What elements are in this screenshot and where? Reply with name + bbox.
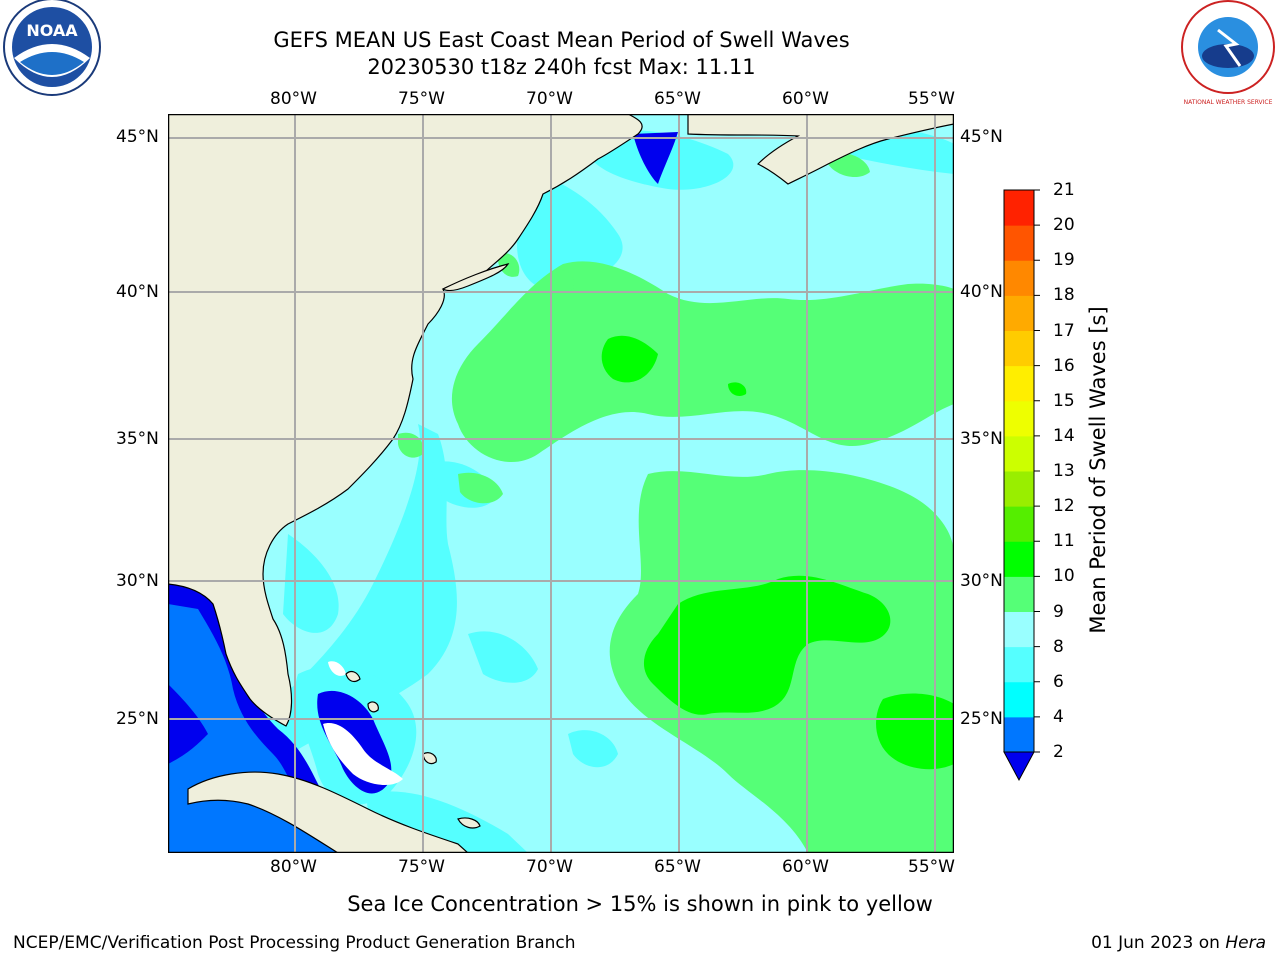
- graticule: [168, 114, 954, 853]
- lat-label-right-45n: 45°N: [960, 127, 1003, 147]
- colorbar-tick-label: 13: [1053, 461, 1075, 481]
- lon-label-bottom-55w: 55°W: [908, 857, 955, 877]
- lon-label-bottom-65w: 65°W: [654, 857, 701, 877]
- colorbar-tick-label: 8: [1053, 636, 1064, 657]
- nws-logo: NATIONAL WEATHER SERVICE: [1181, 0, 1275, 106]
- lat-label-left-25n: 25°N: [116, 709, 159, 729]
- colorbar-under-triangle: [1003, 751, 1035, 782]
- colorbar-tick-label: 20: [1053, 215, 1075, 236]
- colorbar-tick-label: 11: [1053, 531, 1075, 552]
- colorbar-segment: [1004, 716, 1034, 753]
- colorbar-segment: [1004, 365, 1034, 402]
- colorbar-tick-label: 6: [1053, 671, 1064, 692]
- sea-ice-note: Sea Ice Concentration > 15% is shown in …: [347, 892, 933, 916]
- colorbar-segment: [1004, 646, 1034, 683]
- lon-label-bottom-75w: 75°W: [398, 857, 445, 877]
- colorbar-segment: [1004, 681, 1034, 718]
- colorbar-tick-label: 19: [1053, 250, 1075, 271]
- colorbar-segment: [1004, 400, 1034, 437]
- lon-label-top-55w: 55°W: [908, 89, 955, 109]
- lon-label-top-80w: 80°W: [270, 89, 317, 109]
- colorbar-tick-label: 15: [1053, 390, 1075, 411]
- colorbar-segment: [1004, 576, 1034, 612]
- date-stamp: 01 Jun 2023 on Hera: [1091, 933, 1266, 953]
- colorbar-tick-label: 2: [1053, 742, 1064, 762]
- lat-label-left-40n: 40°N: [116, 282, 159, 302]
- no-data-areas: [323, 661, 403, 786]
- colorbar-segment: [1004, 611, 1034, 648]
- lon-label-top-70w: 70°W: [526, 89, 573, 109]
- colorbar-tick-label: 9: [1053, 601, 1064, 622]
- colorbar-segments: [1003, 189, 1040, 782]
- colorbar-segment: [1004, 330, 1034, 367]
- map-title: GEFS MEAN US East Coast Mean Period of S…: [273, 28, 850, 52]
- lon-label-bottom-80w: 80°W: [270, 857, 317, 877]
- lon-label-bottom-70w: 70°W: [526, 857, 573, 877]
- colorbar-segment: [1004, 295, 1034, 331]
- map-frame: [168, 114, 954, 853]
- lon-label-bottom-60w: 60°W: [782, 857, 829, 877]
- lat-label-right-30n: 30°N: [960, 571, 1003, 591]
- lon-label-top-65w: 65°W: [654, 89, 701, 109]
- colorbar-segment: [1004, 541, 1034, 577]
- colorbar-segment: [1004, 190, 1034, 226]
- machine-name: Hera: [1225, 933, 1266, 953]
- date-text: 01 Jun 2023 on: [1091, 933, 1226, 953]
- lat-label-left-30n: 30°N: [116, 571, 159, 591]
- land: [168, 114, 954, 853]
- colorbar-segment: [1004, 435, 1034, 472]
- colorbar-segment: [1004, 471, 1034, 507]
- colorbar-segment: [1004, 260, 1034, 296]
- lon-label-top-75w: 75°W: [398, 89, 445, 109]
- map-subtitle: 20230530 t18z 240h fcst Max: 11.11: [367, 55, 756, 79]
- lat-label-right-35n: 35°N: [960, 429, 1003, 449]
- colorbar-tick-label: 16: [1053, 355, 1075, 376]
- lat-label-right-40n: 40°N: [960, 282, 1003, 302]
- colorbar-label: Mean Period of Swell Waves [s]: [1086, 306, 1110, 634]
- lon-label-top-60w: 60°W: [782, 89, 829, 109]
- map-area: [168, 114, 954, 853]
- lat-label-left-45n: 45°N: [116, 127, 159, 147]
- noaa-logo: NOAA: [3, 0, 101, 96]
- colorbar-segment: [1004, 506, 1034, 542]
- lat-label-right-25n: 25°N: [960, 709, 1003, 729]
- colorbar-tick-label: 21: [1053, 180, 1075, 200]
- colorbar-tick-label: 18: [1053, 285, 1075, 306]
- credit-text: NCEP/EMC/Verification Post Processing Pr…: [13, 933, 576, 953]
- logos: NOAA NATIONAL WEATHER SERVICE: [3, 0, 1275, 106]
- colorbar-tick-label: 12: [1053, 496, 1075, 517]
- colorbar-tick-label: 4: [1053, 706, 1064, 727]
- colorbar-segment: [1004, 225, 1034, 261]
- colorbar-tick-label: 10: [1053, 566, 1075, 587]
- noaa-logo-text: NOAA: [26, 21, 78, 40]
- colorbar-tick-label: 14: [1053, 425, 1075, 446]
- nws-logo-text: NATIONAL WEATHER SERVICE: [1184, 99, 1273, 106]
- lat-label-left-35n: 35°N: [116, 429, 159, 449]
- colorbar: [1003, 189, 1040, 782]
- colorbar-tick-label: 17: [1053, 320, 1075, 341]
